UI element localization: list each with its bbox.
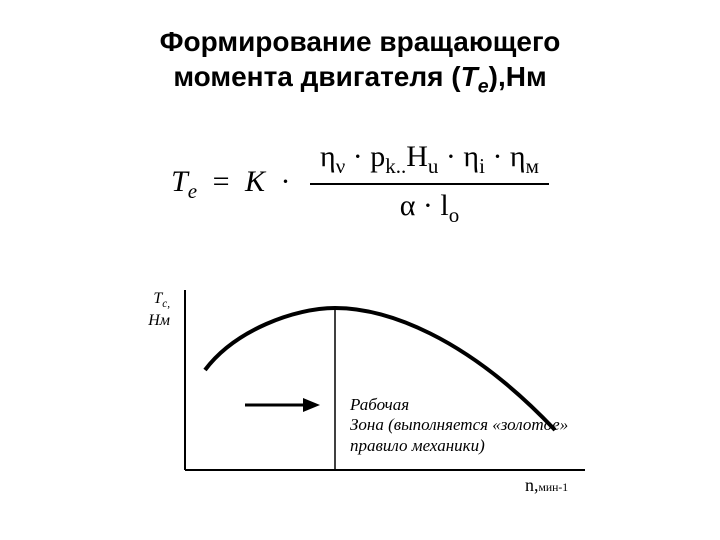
formula-numerator: ην · pk..Hu · ηi · ηм — [310, 140, 549, 185]
y-axis-label: Tc, Нм — [135, 290, 170, 330]
torque-formula: Te = K · ην · pk..Hu · ηi · ηм α · lо — [0, 140, 720, 228]
formula-denominator: α · lо — [310, 185, 549, 228]
formula-fraction: ην · pk..Hu · ηi · ηм α · lо — [310, 140, 549, 228]
formula-equals: = — [205, 165, 238, 198]
annotation-line3: правило механики) — [350, 436, 485, 455]
title-line2-prefix: момента двигателя ( — [173, 61, 460, 92]
annotation-line2: Зона (выполняется «золотое» — [350, 415, 568, 434]
title-line2-suffix: ),Нм — [489, 61, 547, 92]
x-axis-label: n,мин-1 — [525, 475, 568, 496]
formula-K: K — [245, 165, 265, 198]
slide: Формирование вращающего момента двигател… — [0, 0, 720, 540]
page-title: Формирование вращающего момента двигател… — [0, 24, 720, 99]
arrow-head-icon — [303, 398, 320, 412]
formula-dot: · — [273, 165, 299, 198]
title-variable: Те — [461, 61, 489, 92]
annotation-line1: Рабочая — [350, 395, 409, 414]
title-line1: Формирование вращающего — [160, 26, 561, 57]
formula-lhs: Te — [171, 165, 197, 198]
working-zone-annotation: Рабочая Зона (выполняется «золотое» прав… — [350, 395, 568, 456]
